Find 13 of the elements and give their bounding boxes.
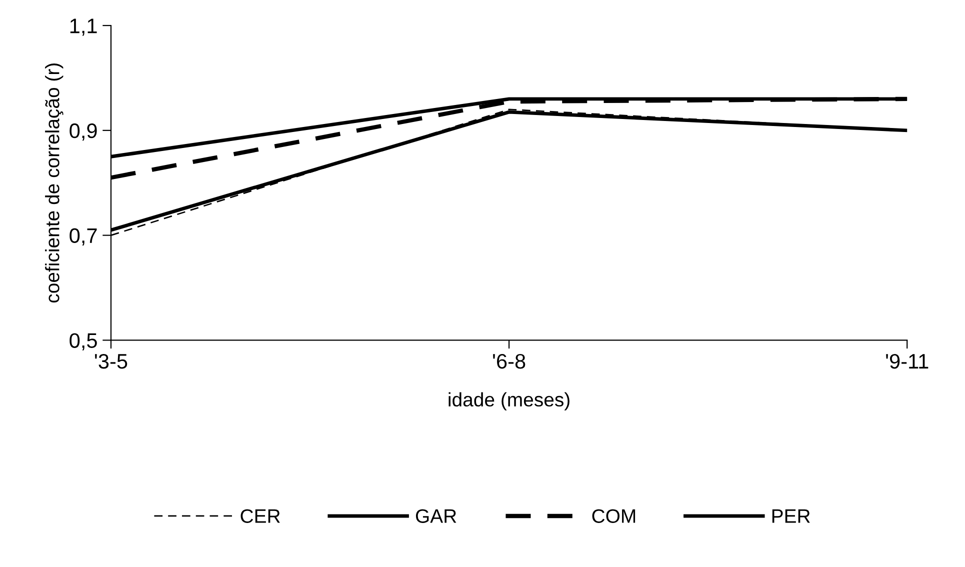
- y-axis-title: coeficiente de correlação (r): [45, 64, 64, 303]
- y-tick-label: 0,9: [70, 123, 97, 141]
- y-tick-label: 1,1: [70, 18, 97, 36]
- x-tick-label: '9-11: [886, 354, 928, 369]
- x-axis-title: idade (meses): [448, 392, 570, 410]
- y-tick-label: 0,5: [70, 333, 97, 350]
- legend-label: GAR: [416, 509, 456, 523]
- x-tick-label: '6-8: [493, 354, 526, 369]
- legend-label: PER: [772, 509, 810, 523]
- y-tick-label: 0,7: [70, 228, 97, 246]
- legend-label: CER: [240, 509, 280, 523]
- x-tick-label: '3-5: [94, 354, 128, 369]
- legend-label: COM: [592, 509, 636, 523]
